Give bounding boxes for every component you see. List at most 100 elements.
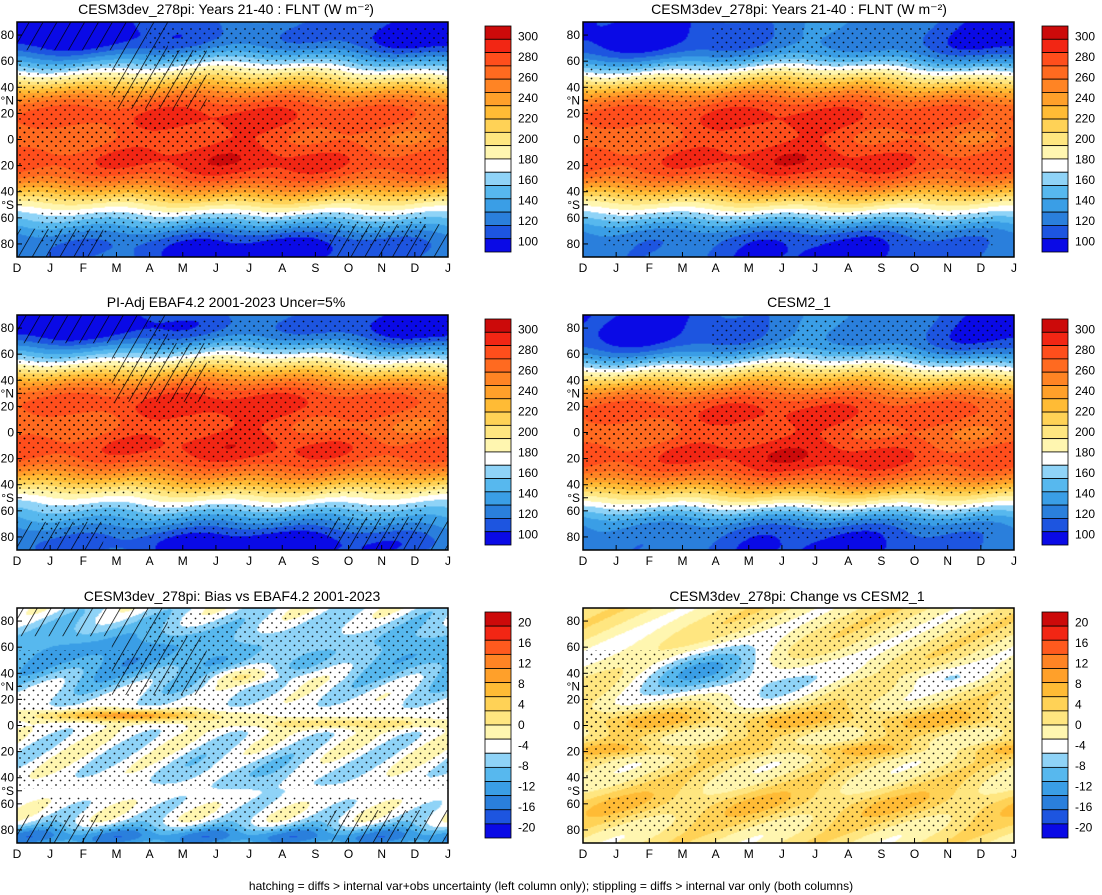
panel-title: CESM2_1 <box>767 294 831 310</box>
y-tick-label: 40 <box>1 771 15 785</box>
y-tick-label: 60 <box>1 54 15 68</box>
x-tick-label: M <box>111 554 121 568</box>
y-tick-label: 80 <box>567 614 581 628</box>
y-tick-label: 20 <box>567 692 581 706</box>
x-tick-label: F <box>80 554 87 568</box>
y-tick-label: 60 <box>1 211 15 225</box>
x-tick-label: J <box>213 554 219 568</box>
x-tick-label: N <box>943 847 952 861</box>
x-tick-label: F <box>646 261 653 275</box>
colorbar-label: 280 <box>1075 50 1095 64</box>
colorbar-swatch <box>484 639 512 655</box>
colorbar-swatch <box>484 766 512 782</box>
x-tick-label: J <box>213 261 219 275</box>
x-tick-label: J <box>812 261 818 275</box>
y-tick-label: 40 <box>567 373 581 387</box>
colorbar-label: 280 <box>518 343 538 357</box>
x-tick-label: J <box>445 554 451 568</box>
x-tick-label: S <box>877 554 885 568</box>
colorbar-label: -16 <box>1075 800 1093 814</box>
colorbar-label: 140 <box>1075 487 1095 501</box>
colorbar-swatch <box>1041 238 1069 253</box>
x-tick-label: D <box>977 261 986 275</box>
colorbar-swatch <box>484 795 512 811</box>
colorbar-swatch <box>1041 145 1069 160</box>
x-tick-label: J <box>47 554 53 568</box>
colorbar-swatch <box>484 345 512 360</box>
x-tick-label: J <box>1011 554 1017 568</box>
y-tick-label: 60 <box>1 640 15 654</box>
colorbar-swatch <box>1041 668 1069 684</box>
colorbar-label: 280 <box>518 50 538 64</box>
colorbar-swatch <box>1041 225 1069 240</box>
panel-3: PI-Adj EBAF4.2 2001-2023 Uncer=5% D J F M A M… <box>1 294 539 568</box>
x-tick-label: F <box>80 847 87 861</box>
colorbar-swatch <box>1041 464 1069 479</box>
x-tick-label: S <box>877 261 885 275</box>
y-tick-label: 20 <box>567 106 581 120</box>
y-tick-label: 80 <box>1 321 15 335</box>
colorbar-swatch <box>1041 38 1069 53</box>
y-tick-label: 20 <box>567 399 581 413</box>
y-tick-label: 80 <box>1 530 15 544</box>
x-tick-label: M <box>744 554 754 568</box>
x-tick-label: N <box>377 847 386 861</box>
colorbar-label: 4 <box>518 697 525 711</box>
hatching-region <box>327 517 448 550</box>
colorbar-swatch <box>1041 411 1069 426</box>
x-tick-label: N <box>943 261 952 275</box>
colorbar-label: 260 <box>1075 70 1095 84</box>
y-tick-label: 60 <box>1 347 15 361</box>
y-tick-label: 60 <box>567 347 581 361</box>
colorbar-swatch <box>1041 491 1069 506</box>
colorbar-swatch <box>484 710 512 726</box>
colorbar-label: 260 <box>518 70 538 84</box>
colorbar-swatch <box>1041 385 1069 400</box>
x-tick-label: S <box>311 847 319 861</box>
colorbar-swatch <box>1041 625 1069 641</box>
x-tick-label: D <box>579 554 588 568</box>
colorbar-label: 120 <box>1075 507 1095 521</box>
colorbar-swatch <box>1041 438 1069 453</box>
panel-title: CESM3dev_278pi: Bias vs EBAF4.2 2001-202… <box>84 588 381 604</box>
x-tick-label: S <box>311 261 319 275</box>
y-tick-label: 80 <box>1 614 15 628</box>
y-tick-label: 40 <box>567 771 581 785</box>
colorbar-swatch <box>1041 105 1069 120</box>
hatching-region <box>17 521 104 550</box>
x-tick-label: M <box>178 261 188 275</box>
panel-title: CESM3dev_278pi: Change vs CESM2_1 <box>669 588 924 604</box>
y-tick-label: 80 <box>567 823 581 837</box>
colorbar-label: 160 <box>518 466 538 480</box>
panel-5: CESM3dev_278pi: Bias vs EBAF4.2 2001-202… <box>1 588 536 861</box>
x-tick-label: M <box>744 261 754 275</box>
colorbar-swatch <box>484 438 512 453</box>
hatching-region <box>17 22 168 51</box>
colorbar-swatch <box>484 25 512 40</box>
colorbar-label: 240 <box>518 384 538 398</box>
x-tick-label: J <box>1011 847 1017 861</box>
colorbar-label: 100 <box>1075 528 1095 542</box>
colorbar: 300 280 260 240 220 200 180 160 140 120 100 <box>484 25 538 253</box>
y-tick-label: °S <box>567 784 580 798</box>
x-tick-label: D <box>977 554 986 568</box>
colorbar-label: 8 <box>1075 677 1082 691</box>
colorbar-swatch <box>484 171 512 186</box>
colorbar-swatch <box>484 464 512 479</box>
colorbar-swatch <box>1041 781 1069 797</box>
colorbar-swatch <box>484 211 512 226</box>
x-tick-label: J <box>779 554 785 568</box>
y-tick-label: 60 <box>567 211 581 225</box>
colorbar-swatch <box>1041 518 1069 533</box>
y-tick-label: 20 <box>567 745 581 759</box>
y-tick-label: 80 <box>567 321 581 335</box>
colorbar-label: -8 <box>1075 759 1086 773</box>
colorbar-swatch <box>1041 198 1069 213</box>
colorbar-swatch <box>1041 766 1069 782</box>
colorbar-label: 180 <box>1075 153 1095 167</box>
colorbar-label: 220 <box>518 404 538 418</box>
x-tick-label: O <box>910 847 919 861</box>
x-tick-label: N <box>377 554 386 568</box>
colorbar-swatch <box>1041 118 1069 133</box>
